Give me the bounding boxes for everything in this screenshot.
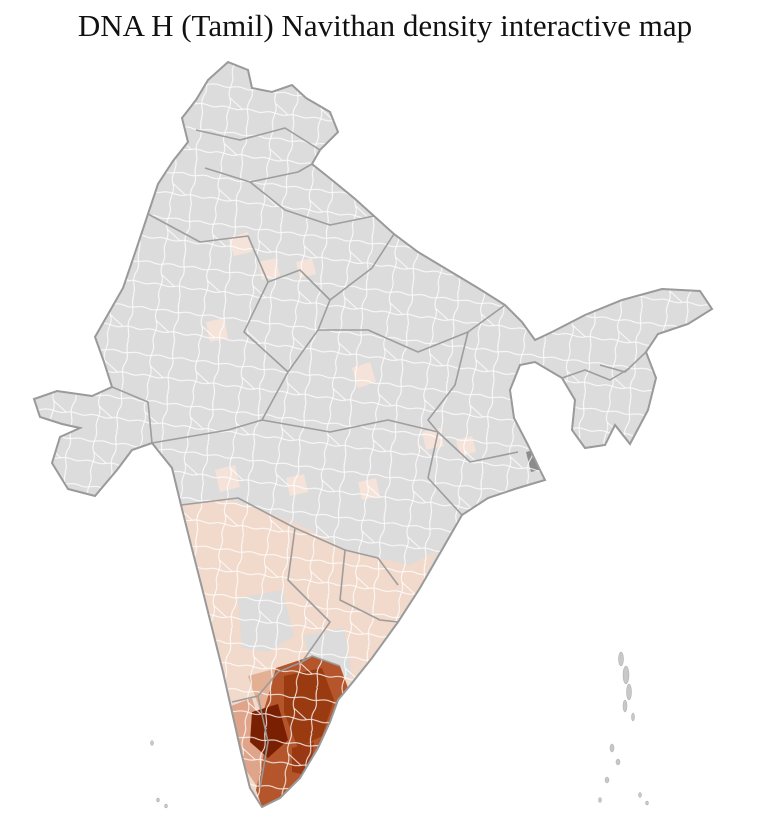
andaman-nicobar-islands[interactable] — [598, 651, 649, 806]
district-borders-mesh — [34, 62, 712, 807]
map-title: DNA H (Tamil) Navithan density interacti… — [77, 8, 693, 43]
state-borders — [111, 127, 647, 789]
lakshadweep-islands[interactable] — [150, 740, 168, 809]
